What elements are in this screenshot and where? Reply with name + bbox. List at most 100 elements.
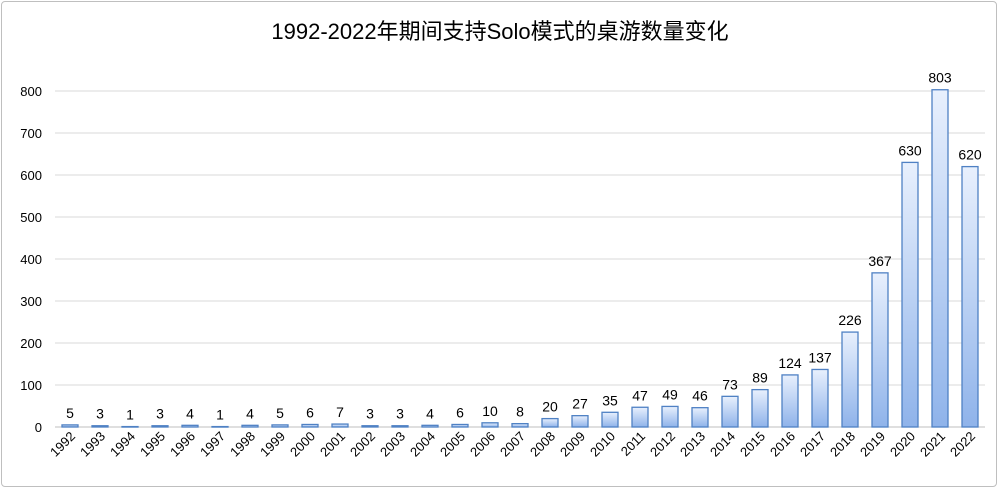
y-tick-label: 700	[20, 126, 42, 141]
bar-2010	[601, 411, 619, 428]
y-tick-label: 800	[20, 84, 42, 99]
x-tick-label: 1998	[227, 429, 258, 460]
bar-2020	[901, 161, 919, 428]
x-tick-label: 2021	[917, 429, 948, 460]
data-label: 4	[426, 405, 434, 421]
data-label: 3	[366, 406, 374, 422]
x-tick-label: 2004	[407, 429, 438, 460]
x-tick-label: 1996	[167, 429, 198, 460]
bar-2000	[301, 423, 319, 428]
data-label: 6	[306, 404, 314, 420]
x-tick-label: 2010	[587, 429, 618, 460]
x-tick-label: 1995	[137, 429, 168, 460]
x-tick-label: 2006	[467, 429, 498, 460]
data-label: 5	[276, 405, 284, 421]
data-label: 367	[868, 253, 892, 269]
data-label: 8	[516, 404, 524, 420]
x-tick-label: 2008	[527, 429, 558, 460]
bar-2002	[361, 425, 379, 428]
data-label: 4	[246, 405, 254, 421]
data-label: 803	[928, 70, 952, 86]
x-tick-label: 2012	[647, 429, 678, 460]
y-tick-label: 300	[20, 294, 42, 309]
x-tick-label: 2018	[827, 429, 858, 460]
data-label: 46	[692, 388, 708, 404]
data-label: 5	[66, 405, 74, 421]
data-label: 47	[632, 387, 648, 403]
bar-2015	[751, 388, 769, 428]
data-label: 620	[958, 147, 982, 163]
y-tick-label: 400	[20, 252, 42, 267]
data-label: 3	[396, 406, 404, 422]
data-label: 3	[96, 406, 104, 422]
data-label: 49	[662, 386, 678, 402]
data-label: 27	[572, 396, 588, 412]
y-tick-label: 200	[20, 336, 42, 351]
x-tick-label: 2005	[437, 429, 468, 460]
bar-2016	[781, 374, 799, 428]
data-label: 137	[808, 349, 832, 365]
x-tick-label: 2011	[618, 429, 648, 459]
x-tick-label: 2015	[737, 429, 768, 460]
x-tick-label: 2003	[377, 429, 408, 460]
bar-2019	[871, 272, 889, 428]
x-tick-label: 2013	[677, 429, 708, 460]
data-label: 10	[482, 403, 498, 419]
data-label: 6	[456, 404, 464, 420]
bar-1992	[61, 424, 79, 428]
data-label: 630	[898, 142, 922, 158]
bar-2009	[571, 415, 589, 428]
x-tick-label: 2000	[287, 429, 318, 460]
x-tick-label: 2002	[347, 429, 378, 460]
data-label: 1	[216, 407, 224, 423]
x-tick-label: 1997	[197, 429, 228, 460]
y-tick-label: 100	[20, 378, 42, 393]
bar-1997	[211, 425, 229, 428]
data-label: 7	[336, 404, 344, 420]
x-tick-label: 1992	[47, 429, 78, 460]
data-label: 1	[126, 407, 134, 423]
x-tick-label: 1994	[107, 429, 138, 460]
bar-2003	[391, 425, 409, 428]
bar-2018	[841, 331, 859, 428]
bar-1993	[91, 425, 109, 428]
data-label: 35	[602, 392, 618, 408]
bar-1995	[151, 425, 169, 428]
bar-2014	[721, 395, 739, 428]
bar-2001	[331, 423, 349, 428]
x-tick-label: 1999	[257, 429, 288, 460]
bar-2007	[511, 422, 529, 428]
x-tick-label: 2016	[767, 429, 798, 460]
bar-2006	[481, 422, 499, 428]
bar-2012	[661, 405, 679, 428]
bar-2017	[811, 368, 829, 428]
bar-2021	[931, 89, 949, 428]
x-tick-label: 2022	[947, 429, 978, 460]
x-tick-label: 2020	[887, 429, 918, 460]
bar-2011	[631, 406, 649, 428]
y-tick-label: 500	[20, 210, 42, 225]
y-tick-label: 600	[20, 168, 42, 183]
bar-2004	[421, 424, 439, 428]
x-tick-label: 2007	[497, 429, 528, 460]
data-label: 226	[838, 312, 862, 328]
data-label: 4	[186, 405, 194, 421]
bar-1994	[121, 425, 139, 428]
x-tick-label: 2014	[707, 429, 738, 460]
bar-1996	[181, 424, 199, 428]
data-label: 20	[542, 399, 558, 415]
data-label: 89	[752, 370, 768, 386]
x-tick-label: 2009	[557, 429, 588, 460]
x-tick-label: 2019	[857, 429, 888, 460]
data-label: 73	[722, 376, 738, 392]
x-tick-label: 1993	[77, 429, 108, 460]
bar-2013	[691, 407, 709, 428]
bar-2008	[541, 417, 559, 428]
data-label: 3	[156, 406, 164, 422]
x-tick-label: 2001	[317, 429, 348, 460]
bar-1999	[271, 424, 289, 428]
chart-title: 1992-2022年期间支持Solo模式的桌游数量变化	[271, 19, 729, 44]
x-tick-label: 2017	[797, 429, 828, 460]
